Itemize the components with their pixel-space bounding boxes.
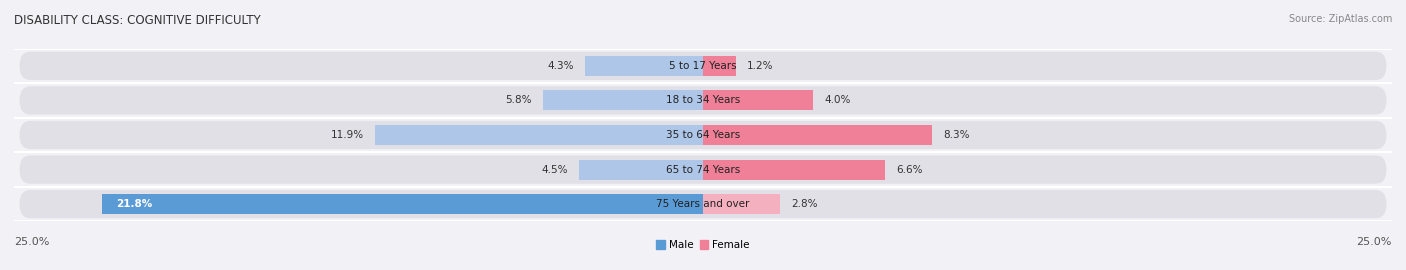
- FancyBboxPatch shape: [20, 121, 1386, 149]
- Bar: [543, 90, 703, 110]
- Text: 8.3%: 8.3%: [943, 130, 969, 140]
- Bar: [703, 160, 884, 180]
- FancyBboxPatch shape: [20, 52, 1386, 80]
- Text: 2.8%: 2.8%: [792, 199, 818, 209]
- FancyBboxPatch shape: [20, 190, 1386, 218]
- Text: 4.0%: 4.0%: [824, 95, 851, 106]
- FancyBboxPatch shape: [20, 86, 1386, 114]
- Bar: [703, 56, 737, 76]
- Text: 75 Years and over: 75 Years and over: [657, 199, 749, 209]
- Text: 35 to 64 Years: 35 to 64 Years: [666, 130, 740, 140]
- Text: 4.3%: 4.3%: [547, 61, 574, 71]
- Text: 25.0%: 25.0%: [1357, 237, 1392, 247]
- Text: DISABILITY CLASS: COGNITIVE DIFFICULTY: DISABILITY CLASS: COGNITIVE DIFFICULTY: [14, 14, 260, 26]
- Text: 18 to 34 Years: 18 to 34 Years: [666, 95, 740, 106]
- Text: Source: ZipAtlas.com: Source: ZipAtlas.com: [1288, 14, 1392, 23]
- Text: 21.8%: 21.8%: [117, 199, 152, 209]
- FancyBboxPatch shape: [20, 156, 1386, 184]
- Text: 11.9%: 11.9%: [330, 130, 364, 140]
- Bar: [375, 125, 703, 145]
- Bar: [585, 56, 703, 76]
- Text: 5.8%: 5.8%: [506, 95, 531, 106]
- Text: 65 to 74 Years: 65 to 74 Years: [666, 164, 740, 175]
- Text: 1.2%: 1.2%: [747, 61, 773, 71]
- Bar: [579, 160, 703, 180]
- Text: 6.6%: 6.6%: [896, 164, 922, 175]
- Bar: [703, 125, 932, 145]
- Bar: [703, 90, 813, 110]
- Legend: Male, Female: Male, Female: [652, 236, 754, 254]
- Bar: [103, 194, 703, 214]
- Text: 4.5%: 4.5%: [541, 164, 568, 175]
- Text: 5 to 17 Years: 5 to 17 Years: [669, 61, 737, 71]
- Text: 25.0%: 25.0%: [14, 237, 49, 247]
- Bar: [703, 194, 780, 214]
